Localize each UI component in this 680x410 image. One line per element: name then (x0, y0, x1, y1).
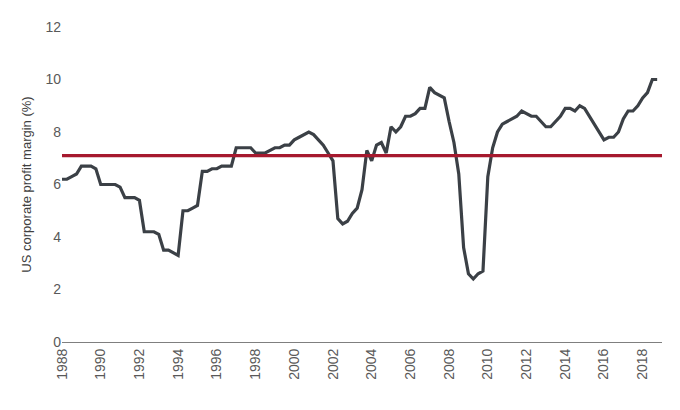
svg-text:2014: 2014 (557, 348, 573, 379)
svg-text:1998: 1998 (247, 348, 263, 379)
svg-text:2012: 2012 (518, 348, 534, 379)
svg-text:1992: 1992 (131, 348, 147, 379)
svg-text:8: 8 (53, 124, 61, 140)
svg-text:1996: 1996 (208, 348, 224, 379)
svg-text:4: 4 (53, 229, 61, 245)
svg-text:2: 2 (53, 281, 61, 297)
svg-text:0: 0 (53, 334, 61, 350)
svg-text:2000: 2000 (286, 348, 302, 379)
svg-text:2002: 2002 (325, 348, 341, 379)
svg-text:1990: 1990 (92, 348, 108, 379)
svg-text:1988: 1988 (54, 348, 70, 379)
svg-text:2004: 2004 (363, 348, 379, 379)
svg-text:12: 12 (45, 19, 61, 35)
svg-text:2006: 2006 (402, 348, 418, 379)
svg-text:10: 10 (45, 71, 61, 87)
svg-text:2008: 2008 (441, 348, 457, 379)
svg-text:6: 6 (53, 176, 61, 192)
svg-text:2018: 2018 (634, 348, 650, 379)
svg-text:2010: 2010 (479, 348, 495, 379)
svg-text:1994: 1994 (170, 348, 186, 379)
svg-text:US corporate profit margin (%): US corporate profit margin (%) (19, 96, 34, 272)
svg-text:2016: 2016 (595, 348, 611, 379)
